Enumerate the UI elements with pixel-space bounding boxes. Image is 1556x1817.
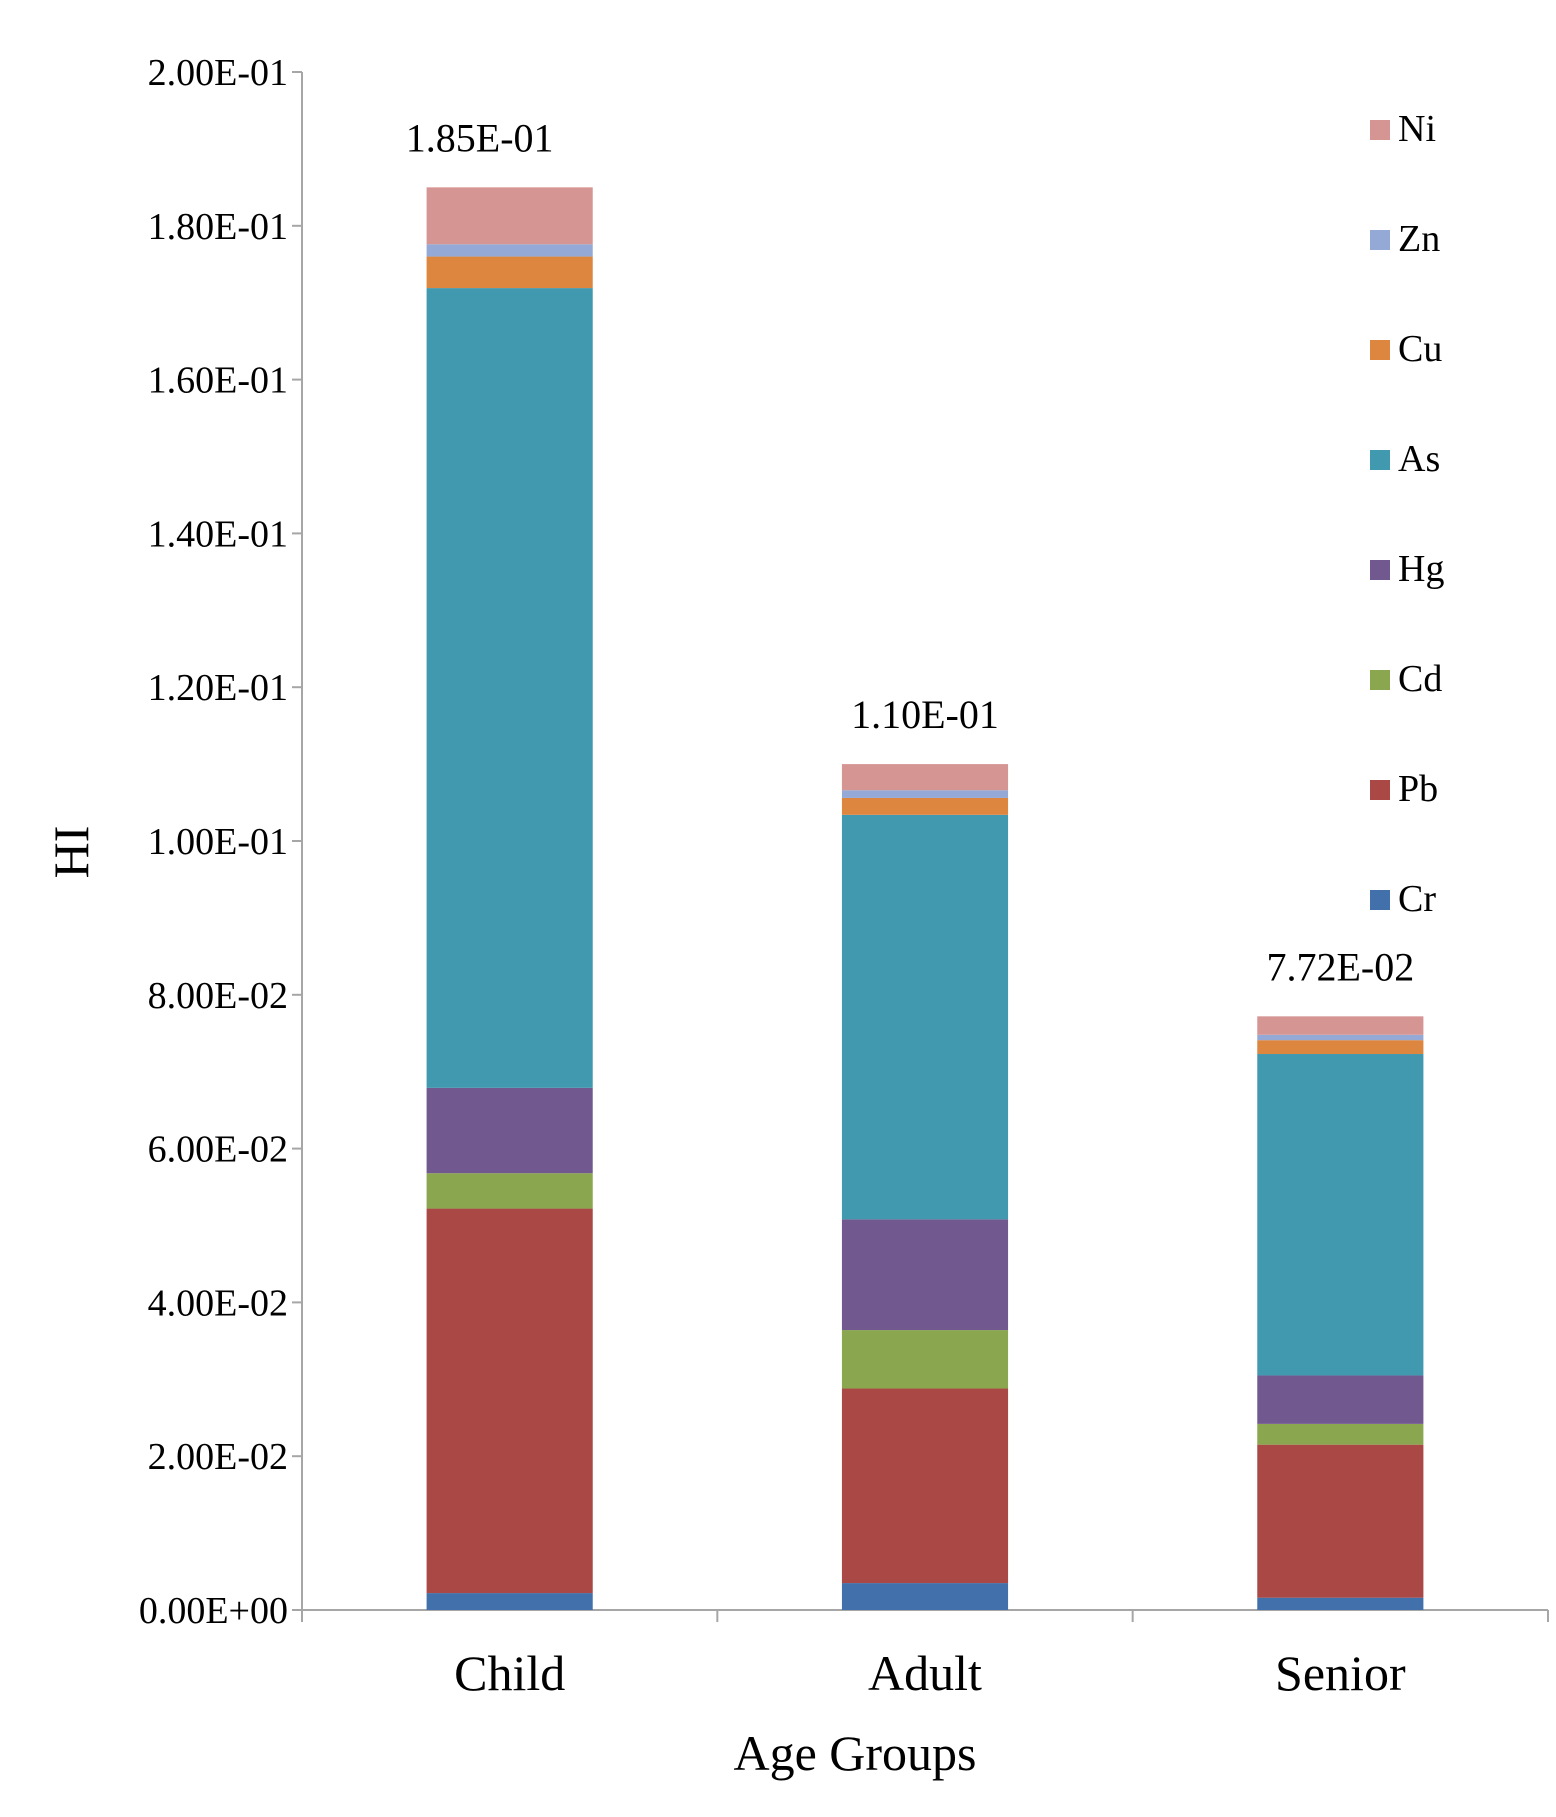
y-tick-label: 1.20E-01 bbox=[148, 667, 288, 709]
legend-swatch bbox=[1370, 230, 1390, 250]
legend-swatch bbox=[1370, 340, 1390, 360]
legend-label: Ni bbox=[1398, 108, 1436, 150]
x-category-label: Senior bbox=[1275, 1645, 1406, 1701]
y-tick-label: 0.00E+00 bbox=[139, 1590, 288, 1632]
y-tick-label: 8.00E-02 bbox=[148, 975, 288, 1017]
legend-swatch bbox=[1370, 560, 1390, 580]
y-tick-label: 1.80E-01 bbox=[148, 206, 288, 248]
legend-label: As bbox=[1398, 438, 1440, 480]
bar-segment-cr bbox=[1257, 1597, 1424, 1610]
y-tick-label: 4.00E-02 bbox=[148, 1282, 288, 1324]
bar-segment-cu bbox=[841, 797, 1009, 815]
bar-segment-as bbox=[841, 814, 1009, 1220]
legend-label: Cr bbox=[1398, 878, 1436, 920]
legend-label: Zn bbox=[1398, 218, 1440, 260]
bar-segment-hg bbox=[1257, 1375, 1424, 1424]
bar-segment-ni bbox=[841, 764, 1009, 791]
bar-segment-ni bbox=[426, 187, 593, 245]
legend-swatch bbox=[1370, 780, 1390, 800]
total-label: 1.10E-01 bbox=[851, 692, 999, 737]
bar-segment-hg bbox=[426, 1087, 593, 1174]
y-tick-label: 1.60E-01 bbox=[148, 360, 288, 402]
bar-segment-pb bbox=[841, 1388, 1009, 1584]
bar-segment-hg bbox=[841, 1219, 1009, 1331]
x-category-label: Child bbox=[454, 1645, 565, 1701]
legend-swatch bbox=[1370, 890, 1390, 910]
legend-label: Pb bbox=[1398, 768, 1438, 810]
bar-segment-zn bbox=[426, 244, 593, 257]
legend-item-cu: Cu bbox=[1370, 328, 1442, 370]
y-tick-label: 1.40E-01 bbox=[148, 513, 288, 555]
x-axis: Child Adult Senior bbox=[301, 1609, 1549, 1701]
legend-swatch bbox=[1370, 120, 1390, 140]
legend-item-pb: Pb bbox=[1370, 768, 1438, 810]
bar-segment-cr bbox=[426, 1593, 593, 1610]
bar-segment-ni bbox=[1257, 1016, 1424, 1035]
y-tick-label: 6.00E-02 bbox=[148, 1129, 288, 1171]
bar-segment-cr bbox=[841, 1583, 1009, 1610]
legend-label: Cu bbox=[1398, 328, 1442, 370]
legend-item-zn: Zn bbox=[1370, 218, 1440, 260]
legend-item-cd: Cd bbox=[1370, 658, 1442, 700]
y-axis: 0.00E+00 2.00E-02 4.00E-02 6.00E-02 8.00E-02… bbox=[139, 52, 303, 1632]
bar-segment-cd bbox=[1257, 1423, 1424, 1445]
bar-segment-pb bbox=[426, 1208, 593, 1594]
legend-item-cr: Cr bbox=[1370, 878, 1436, 920]
bar-segment-cd bbox=[841, 1330, 1009, 1389]
legend-item-ni: Ni bbox=[1370, 108, 1436, 150]
bar-stack-senior bbox=[1257, 1016, 1424, 1610]
bar-stacks bbox=[426, 187, 1424, 1610]
bar-segment-pb bbox=[1257, 1444, 1424, 1598]
legend-label: Hg bbox=[1398, 548, 1444, 590]
bar-stack-child bbox=[426, 187, 593, 1610]
bar-stack-adult bbox=[841, 764, 1009, 1610]
total-label: 1.85E-01 bbox=[406, 115, 554, 160]
bar-segment-zn bbox=[841, 790, 1009, 798]
bar-segment-zn bbox=[1257, 1034, 1424, 1041]
legend: Ni Zn Cu As Hg Cd Pb Cr bbox=[1370, 108, 1444, 920]
x-category-label: Adult bbox=[868, 1645, 982, 1701]
legend-item-hg: Hg bbox=[1370, 548, 1444, 590]
bar-segment-as bbox=[426, 288, 593, 1088]
total-labels: 1.85E-01 1.10E-01 7.72E-02 bbox=[406, 115, 1414, 989]
y-axis-title: HI bbox=[43, 826, 99, 879]
legend-swatch bbox=[1370, 450, 1390, 470]
total-label: 7.72E-02 bbox=[1266, 944, 1414, 989]
legend-label: Cd bbox=[1398, 658, 1442, 700]
y-tick-label: 2.00E-02 bbox=[148, 1436, 288, 1478]
bar-segment-as bbox=[1257, 1054, 1424, 1376]
y-tick-label: 1.00E-01 bbox=[148, 821, 288, 863]
legend-swatch bbox=[1370, 670, 1390, 690]
bar-segment-cd bbox=[426, 1173, 593, 1209]
y-tick-label: 2.00E-01 bbox=[148, 52, 288, 94]
bar-segment-cu bbox=[426, 256, 593, 289]
bar-segment-cu bbox=[1257, 1040, 1424, 1055]
legend-item-as: As bbox=[1370, 438, 1440, 480]
x-axis-title: Age Groups bbox=[733, 1725, 976, 1781]
